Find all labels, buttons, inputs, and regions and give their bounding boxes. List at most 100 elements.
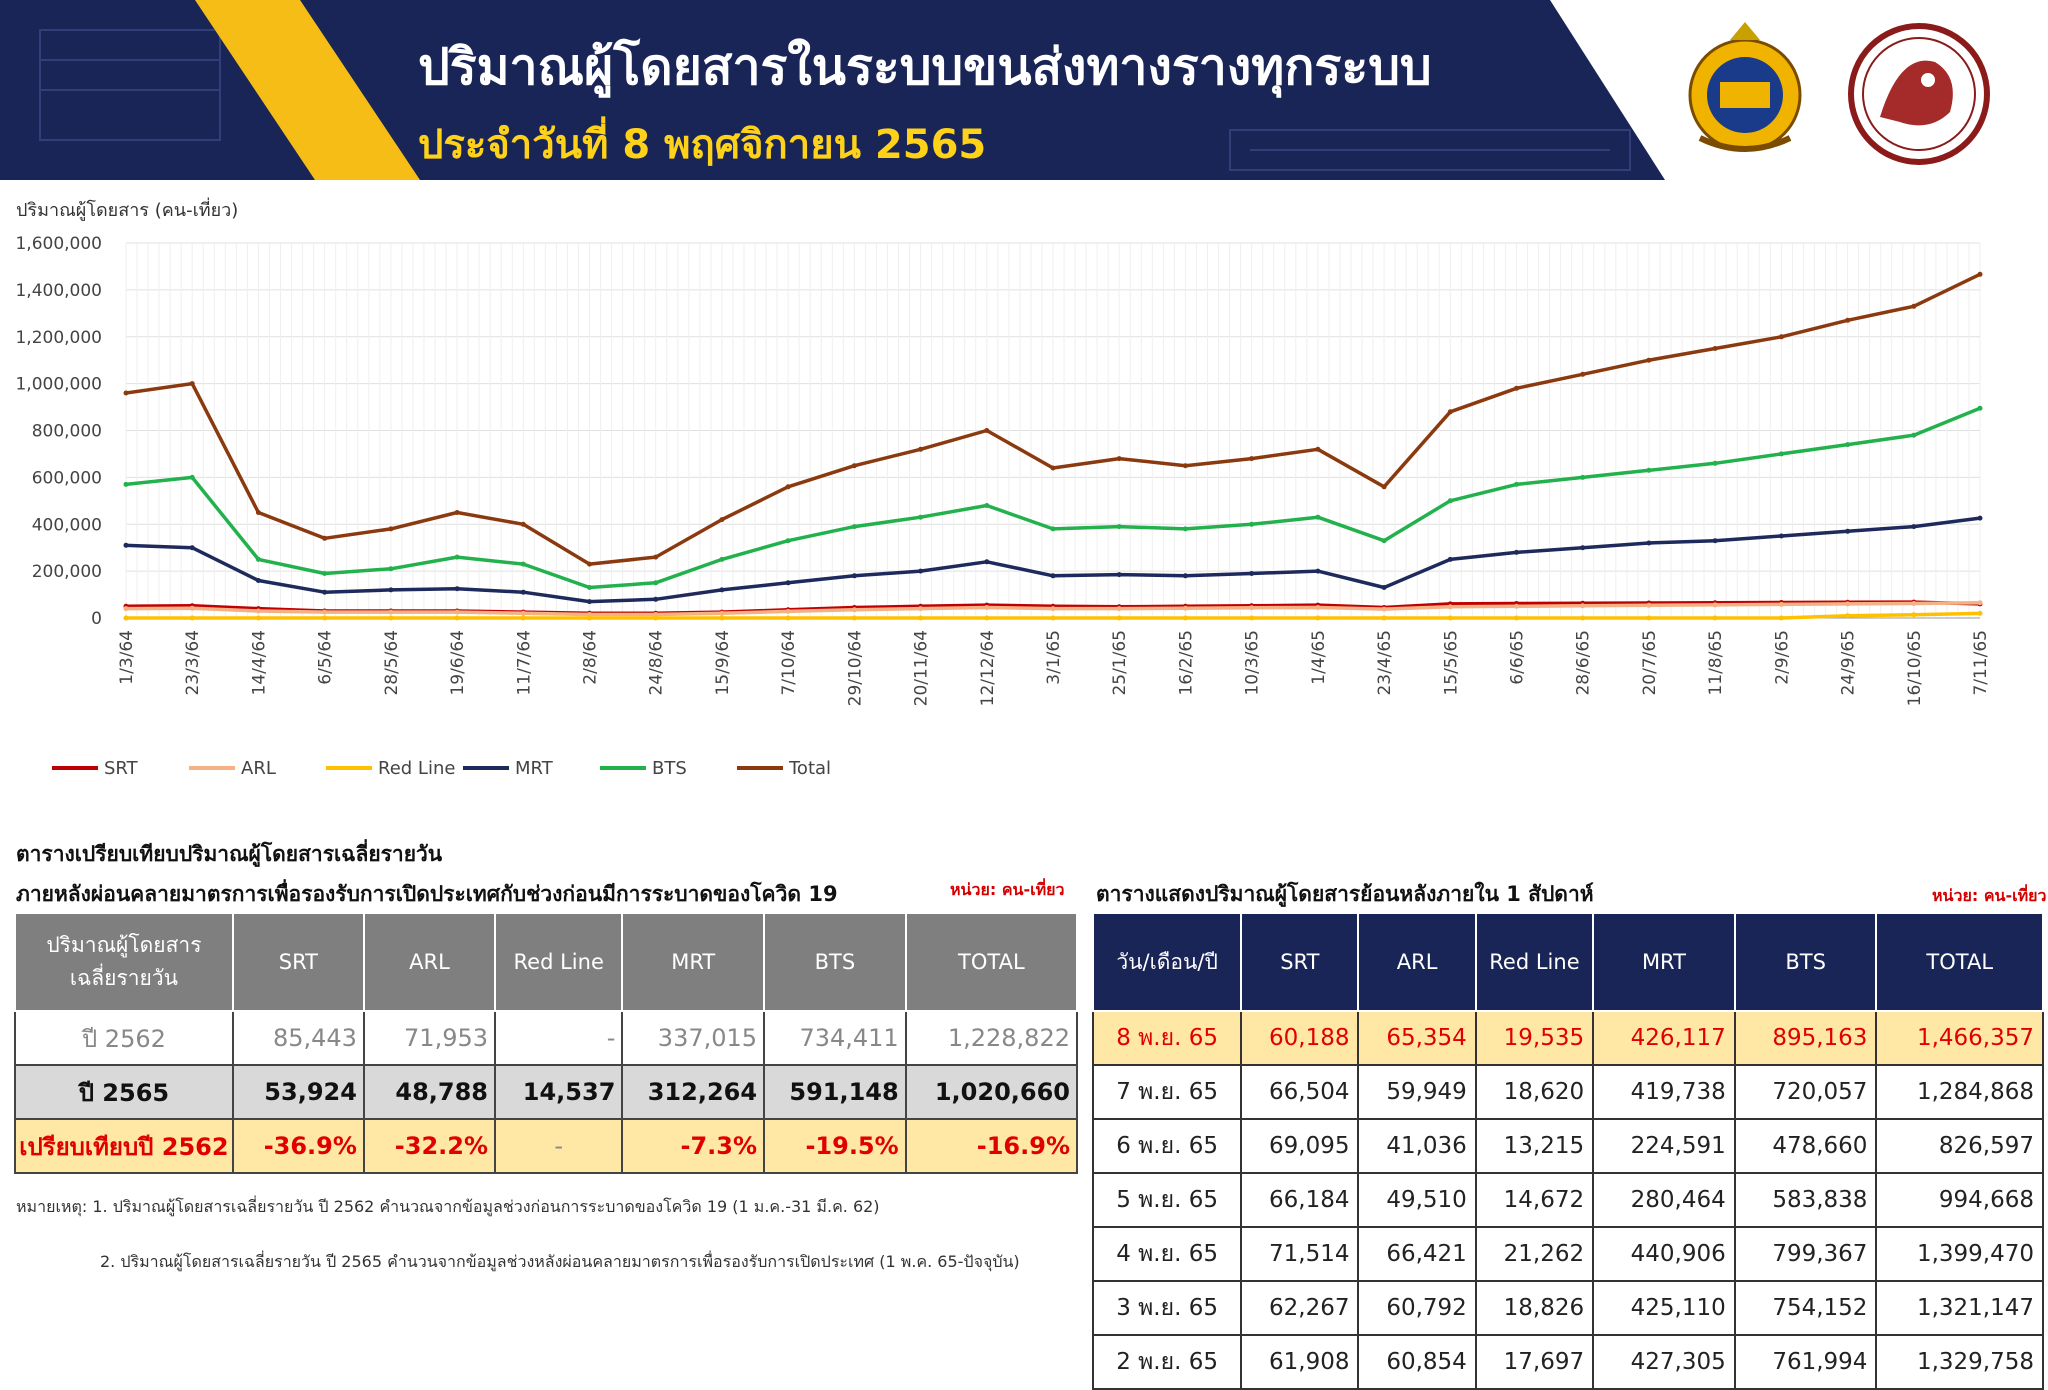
table-cell: 49,510 (1357, 1172, 1477, 1228)
data-point (1116, 524, 1122, 530)
table-cell: 761,994 (1733, 1334, 1878, 1390)
table-cell: 71,514 (1240, 1226, 1360, 1282)
x-tick-label: 10/3/65 (1243, 630, 1263, 696)
x-tick-label: 16/10/65 (1905, 630, 1925, 706)
right-table-unit: หน่วย: คน-เที่ยว (1932, 886, 2047, 905)
data-point (851, 607, 857, 613)
table-cell: 17,697 (1474, 1334, 1595, 1390)
data-point (587, 615, 592, 621)
x-tick-label: 7/10/64 (779, 630, 799, 696)
row-date: 4 พ.ย. 65 (1091, 1226, 1243, 1282)
data-point (1977, 405, 1983, 411)
table-cell: 720,057 (1733, 1064, 1878, 1120)
data-point (255, 578, 261, 583)
left-table-subtitle: ภายหลังผ่อนคลายมาตรการเพื่อรองรับการเปิด… (16, 882, 838, 906)
data-point (1249, 605, 1255, 611)
left-table-header-line1: ปริมาณผู้โดยสาร (46, 933, 202, 957)
right-table-col-redline: Red Line (1474, 912, 1595, 1012)
data-point (520, 589, 526, 595)
data-point (653, 580, 659, 586)
data-point (1381, 606, 1387, 612)
left-table-title: ตารางเปรียบเทียบปริมาณผู้โดยสารเฉลี่ยราย… (16, 842, 443, 866)
table-cell: - (494, 1010, 624, 1066)
table-row: ปี 2565 53,924 48,788 14,537 312,264 591… (14, 1064, 1079, 1120)
table-row: 8 พ.ย. 65 60,188 65,354 19,535 426,117 895,16… (1091, 1010, 2044, 1066)
table-cell: 895,163 (1733, 1010, 1878, 1066)
data-point (1249, 571, 1255, 576)
data-point (1315, 615, 1321, 621)
data-point (785, 580, 791, 586)
data-point (123, 390, 129, 396)
x-tick-label: 6/5/64 (316, 630, 336, 685)
x-tick-label: 2/9/65 (1772, 630, 1792, 685)
data-point (189, 615, 195, 621)
legend-item: SRT (50, 756, 187, 780)
data-point (984, 615, 990, 621)
data-point (454, 609, 460, 615)
legend-label: MRT (515, 757, 553, 779)
x-tick-label: 19/6/64 (448, 630, 468, 696)
data-point (1911, 432, 1917, 438)
row-label: เปรียบเทียบปี 2562 (14, 1118, 234, 1174)
table-cell: 53,924 (231, 1064, 365, 1120)
data-point (653, 596, 659, 602)
table-cell: 1,228,822 (904, 1010, 1079, 1066)
header-banner (0, 0, 1665, 180)
table-cell: 419,738 (1592, 1064, 1736, 1120)
table-cell: -36.9% (231, 1118, 365, 1174)
table-cell: 478,660 (1733, 1118, 1878, 1174)
x-tick-label: 7/11/65 (1971, 630, 1991, 696)
table-cell: 583,838 (1733, 1172, 1878, 1228)
data-point (1514, 549, 1519, 555)
data-point (653, 612, 659, 617)
footnote-2: 2. ปริมาณผู้โดยสารเฉลี่ยรายวัน ปี 2565 ค… (100, 1252, 1020, 1271)
data-point (851, 463, 857, 469)
data-point (1845, 317, 1851, 323)
data-point (1447, 498, 1453, 504)
data-point (1447, 615, 1453, 621)
legend-item: MRT (461, 756, 598, 780)
right-table-col-srt: SRT (1240, 912, 1360, 1012)
x-tick-label: 24/8/64 (647, 630, 667, 696)
data-point (719, 587, 725, 593)
data-point (1580, 371, 1586, 377)
data-point (1315, 605, 1321, 610)
data-point (785, 608, 791, 614)
x-tick-label: 23/3/64 (183, 630, 203, 696)
data-point (1778, 615, 1784, 621)
table-cell: 85,443 (231, 1010, 365, 1066)
y-tick-label: 1,400,000 (15, 281, 102, 301)
table-cell: 65,354 (1357, 1010, 1477, 1066)
table-cell: 14,672 (1474, 1172, 1595, 1228)
table-cell: 1,329,758 (1875, 1334, 2044, 1390)
data-point (1778, 451, 1784, 457)
right-table-col-arl: ARL (1357, 912, 1477, 1012)
data-point (1315, 568, 1321, 574)
data-point (918, 514, 924, 520)
data-point (189, 605, 195, 611)
data-point (189, 545, 195, 551)
left-table-col-total: TOTAL (904, 912, 1079, 1012)
right-table-col-total: TOTAL (1875, 912, 2044, 1012)
ridership-line-chart: 0 200,000 400,000 600,000 800,000 1,000,000 1,… (15, 234, 1991, 706)
table-cell: 62,267 (1240, 1280, 1360, 1336)
data-point (1646, 357, 1652, 363)
data-point (1447, 556, 1453, 562)
data-point (520, 610, 526, 616)
x-tick-label: 15/9/64 (713, 630, 733, 696)
data-point (1977, 271, 1983, 277)
data-point (1182, 605, 1188, 611)
table-row: 4 พ.ย. 65 71,514 66,421 21,262 440,906 799,36… (1091, 1226, 2044, 1282)
data-point (322, 609, 328, 615)
table-cell: 48,788 (362, 1064, 497, 1120)
data-point (1845, 601, 1851, 607)
data-point (1050, 606, 1056, 612)
data-point (520, 521, 526, 527)
data-point (1249, 615, 1255, 621)
table-cell: 61,908 (1240, 1334, 1360, 1390)
table-cell: 426,117 (1592, 1010, 1736, 1066)
chart-legend: SRT ARL Red Line MRT BTS Total (50, 756, 872, 780)
data-point (1646, 540, 1652, 546)
y-tick-label: 600,000 (32, 468, 102, 488)
table-cell: -7.3% (621, 1118, 766, 1174)
